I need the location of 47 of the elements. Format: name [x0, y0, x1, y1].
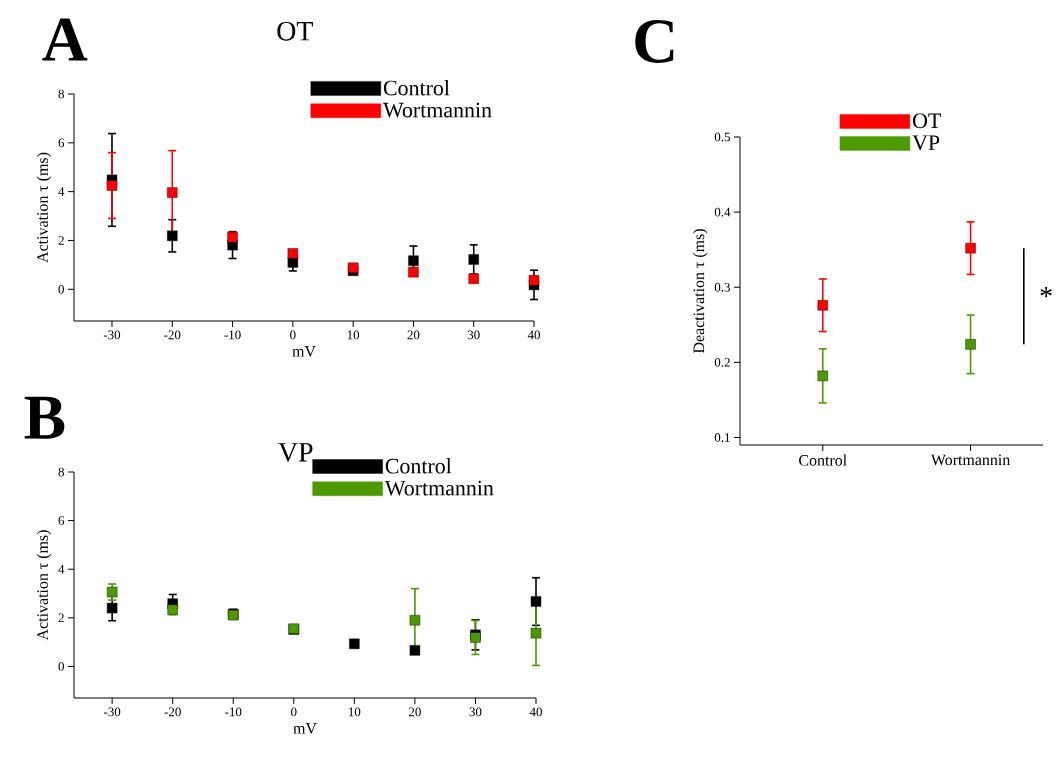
- y-tick-label: 8: [58, 89, 64, 99]
- x-tick-label: 10: [349, 707, 361, 717]
- x-tick-label: -20: [164, 707, 181, 717]
- x-tick-label: 40: [529, 707, 542, 717]
- legend-label: Wortmannin: [383, 102, 492, 118]
- y-tick-label: 4: [58, 187, 65, 196]
- y-axis-title: Activation τ (ms): [36, 152, 52, 263]
- y-tick-label: 6: [58, 138, 65, 148]
- x-tick-label: 0: [291, 707, 297, 717]
- x-tick-label: 0: [290, 330, 296, 340]
- x-tick-label: 10: [347, 330, 360, 340]
- x-tick-label: 40: [527, 330, 540, 340]
- x-tick-label: -30: [104, 707, 121, 717]
- x-tick-label: -30: [103, 330, 121, 340]
- chart-title: VP: [278, 443, 313, 462]
- x-tick-label: 20: [408, 707, 421, 717]
- x-tick-label: -10: [224, 330, 241, 340]
- y-tick-label: 2: [58, 613, 64, 623]
- y-tick-label: 0: [58, 284, 64, 294]
- chart-title: OT: [277, 21, 313, 41]
- y-tick-label: 0: [58, 662, 64, 671]
- x-axis-title: mV: [293, 723, 317, 734]
- x-tick-label: -20: [164, 330, 181, 340]
- x-tick-label: 20: [407, 330, 420, 340]
- y-tick-label: 0.1: [714, 433, 730, 442]
- y-tick-label: 4: [58, 564, 65, 574]
- text: A: [42, 18, 88, 61]
- y-tick-label: 0.5: [714, 132, 730, 142]
- y-tick-label: 0.4: [714, 207, 731, 217]
- legend-label: VP: [912, 135, 940, 151]
- y-axis-title: Deactivation τ (ms): [693, 229, 708, 354]
- y-tick-label: 2: [58, 236, 64, 245]
- y-tick-label: 0.3: [714, 282, 730, 292]
- text: B: [24, 396, 65, 439]
- legend-label: Control: [383, 80, 450, 96]
- legend-label: Wortmannin: [384, 480, 494, 496]
- annotation: *: [1040, 287, 1052, 298]
- x-tick-label: -10: [225, 707, 242, 717]
- x-axis-title: mV: [292, 346, 316, 357]
- y-tick-label: 6: [58, 516, 65, 525]
- x-tick-label: 30: [467, 330, 480, 340]
- legend-label: OT: [913, 113, 941, 129]
- y-axis-title: Activation τ (ms): [36, 530, 52, 641]
- y-tick-label: 8: [58, 467, 64, 477]
- text: C: [635, 20, 674, 63]
- x-tick-label: 30: [469, 707, 482, 717]
- y-tick-label: 0.2: [714, 357, 730, 367]
